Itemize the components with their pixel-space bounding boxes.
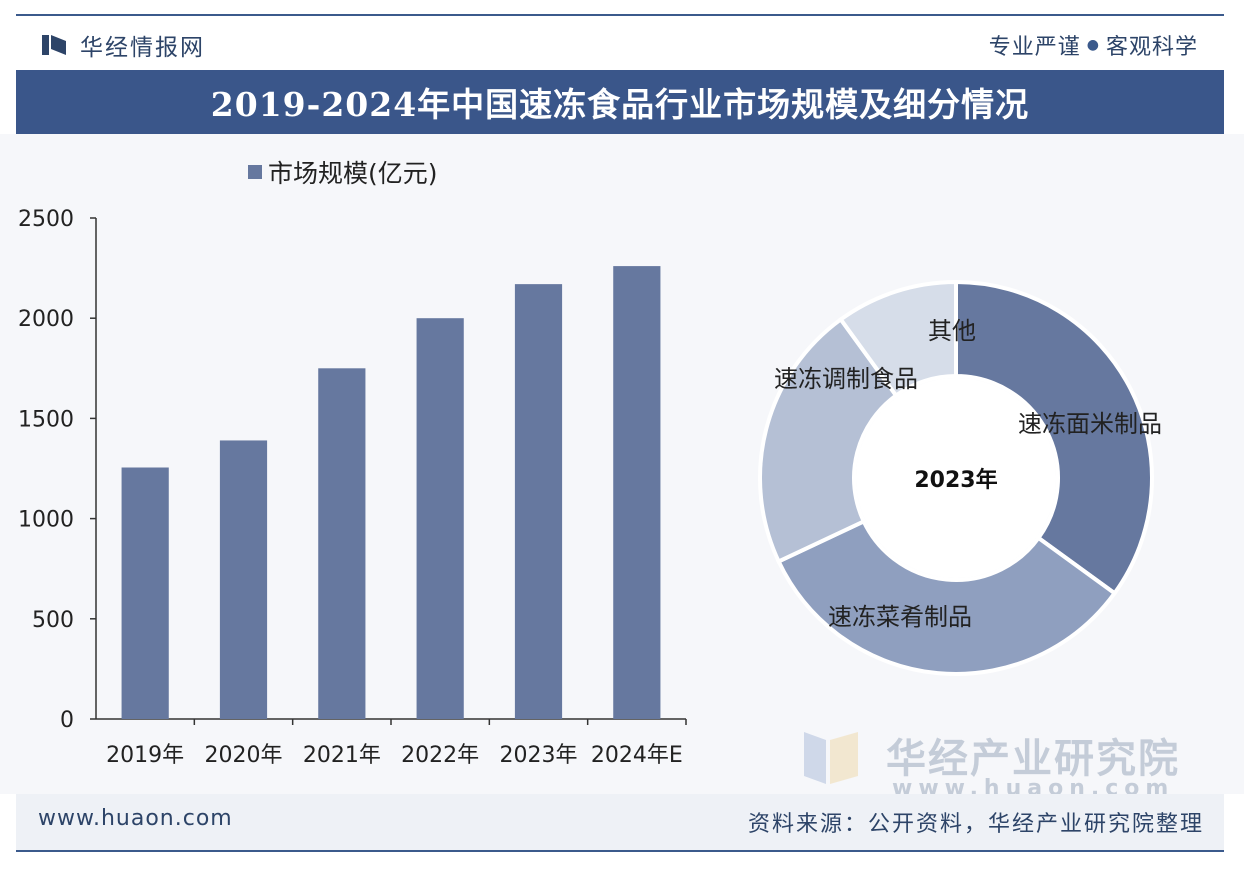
slice-label: 速冻菜肴制品	[828, 603, 972, 631]
y-tick-label: 2500	[18, 207, 74, 232]
header-top-rule	[16, 14, 1224, 16]
y-tick-label: 1000	[18, 508, 74, 533]
bullet-dot-icon: ●	[1086, 37, 1100, 53]
title-bar: 2019-2024年中国速冻食品行业市场规模及细分情况	[16, 70, 1224, 134]
x-tick-label: 2019年	[106, 743, 184, 768]
bar	[514, 284, 563, 719]
y-tick-label: 500	[32, 608, 74, 633]
legend-swatch	[248, 165, 262, 179]
x-tick-label: 2021年	[303, 743, 381, 768]
brand-logo-icon	[42, 35, 66, 55]
y-tick-label: 0	[60, 708, 74, 733]
bar	[318, 368, 366, 719]
donut-slice	[775, 518, 1118, 676]
donut-slice	[838, 279, 958, 399]
donut-hole	[856, 378, 1056, 578]
bar	[121, 467, 169, 719]
donut-center-label: 2023年	[914, 467, 997, 493]
tagline-left: 专业严谨	[988, 35, 1081, 60]
chart-area: 市场规模(亿元) 0 500 1000 1500 2000 2500 2019年 2020年 20…	[0, 134, 1244, 794]
footer-bottom-rule	[16, 850, 1224, 852]
slice-label: 速冻调制食品	[774, 365, 918, 393]
x-tick-label: 2024年E	[591, 743, 683, 768]
chart-title: 2019-2024年中国速冻食品行业市场规模及细分情况	[210, 85, 1030, 124]
tagline-right: 客观科学	[1105, 35, 1198, 60]
watermark-logo-icon	[800, 726, 864, 790]
chart-canvas: 市场规模(亿元) 0 500 1000 1500 2000 2500 2019年 2020年 20…	[18, 159, 1162, 768]
bar	[219, 440, 268, 719]
bar	[613, 266, 661, 719]
bar	[416, 318, 464, 719]
donut-slice	[954, 279, 1154, 597]
brand-name: 华经情报网	[80, 35, 205, 61]
footer-url: www.huaon.com	[38, 806, 233, 831]
x-tick-label: 2022年	[401, 743, 479, 768]
x-tick-label: 2023年	[500, 743, 578, 768]
brand: 华经情报网	[40, 28, 205, 62]
legend-label: 市场规模(亿元)	[268, 159, 438, 188]
slice-label: 速冻面米制品	[1018, 410, 1162, 438]
x-tick-label: 2020年	[205, 743, 283, 768]
y-tick-label: 1500	[18, 407, 74, 432]
footer-bar	[16, 794, 1224, 850]
slice-label: 其他	[928, 317, 976, 345]
tagline: 专业严谨 ● 客观科学	[989, 28, 1198, 62]
y-tick-label: 2000	[18, 307, 74, 332]
donut-slice	[758, 316, 899, 565]
watermark-name: 华经产业研究院	[886, 736, 1180, 782]
footer-source: 资料来源：公开资料，华经产业研究院整理	[747, 812, 1204, 837]
